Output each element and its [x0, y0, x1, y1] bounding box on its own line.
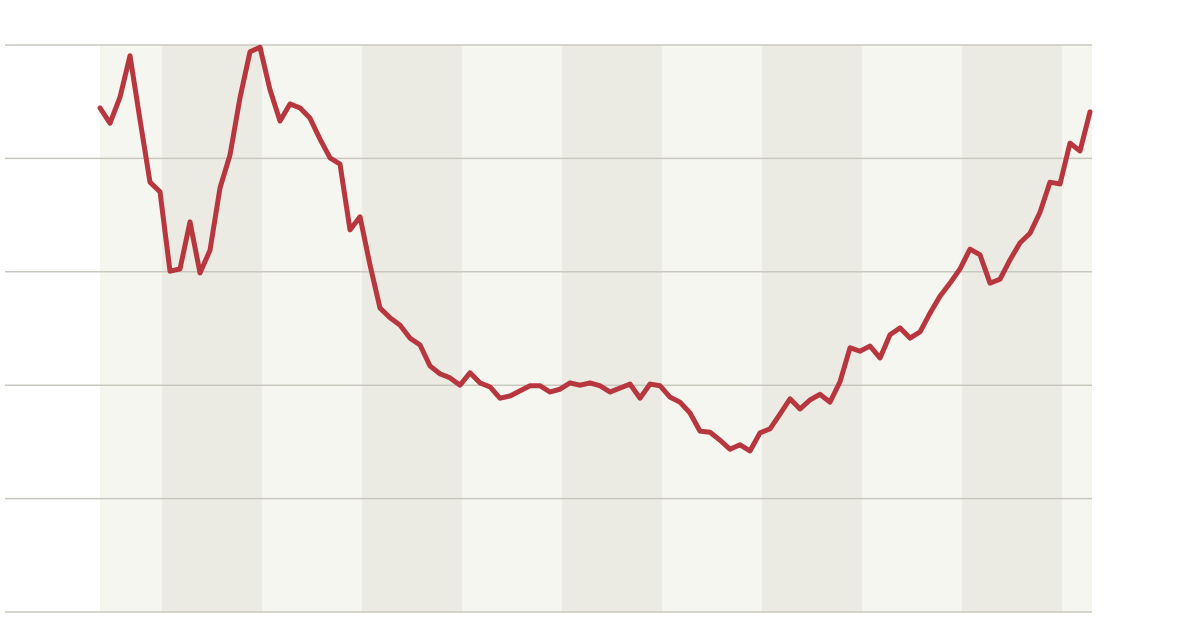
band-dark [362, 45, 462, 612]
data-line [97, 44, 1093, 454]
band-dark [162, 45, 262, 612]
lines [97, 44, 1093, 454]
grid [5, 44, 1092, 613]
band-dark [562, 45, 662, 612]
background-bands [100, 45, 1092, 612]
band-dark [762, 45, 862, 612]
band-dark [962, 45, 1062, 612]
